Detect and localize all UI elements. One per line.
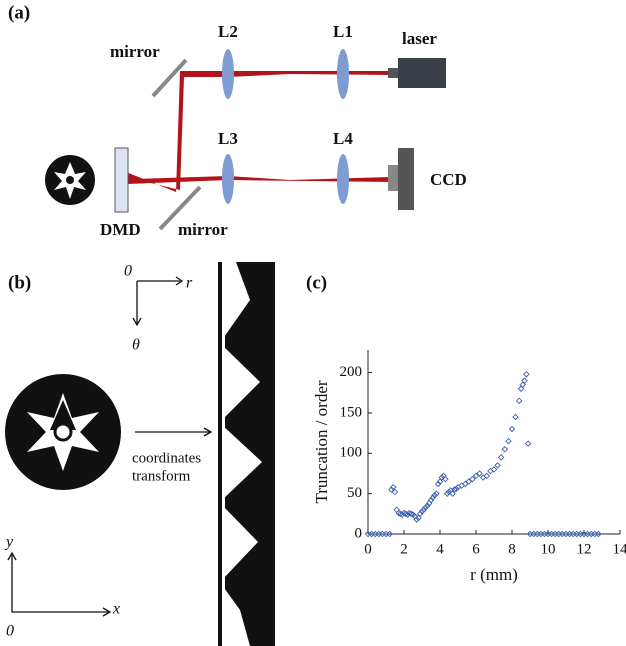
axis-label: 0 bbox=[6, 623, 14, 640]
ccd-window bbox=[388, 165, 398, 191]
y-tick-label: 100 bbox=[340, 445, 363, 461]
laser-body bbox=[398, 58, 446, 88]
scatter-chart: (c) r (mm) Truncation / order 0 2 4 6 8 10 12 1… bbox=[306, 272, 626, 584]
point bbox=[495, 463, 500, 468]
caption: transform bbox=[132, 468, 191, 484]
transform-diagram: (b) 0 r θ coordinates transform y x 0 bbox=[4, 262, 275, 646]
x-tick-label: 10 bbox=[541, 541, 556, 557]
y-tick-label: 50 bbox=[347, 485, 362, 501]
x-tick-label: 14 bbox=[613, 541, 626, 557]
panel-label: (b) bbox=[8, 272, 31, 293]
x-tick-label: 12 bbox=[577, 541, 592, 557]
x-tick-label: 4 bbox=[436, 541, 444, 557]
setup-diagram: (a) mirror L2 L1 laser L3 L4 CCD DMD mir… bbox=[8, 2, 467, 239]
label: mirror bbox=[178, 220, 228, 239]
point bbox=[526, 441, 531, 446]
point bbox=[517, 398, 522, 403]
lens bbox=[222, 154, 234, 204]
ccd-body bbox=[398, 148, 414, 210]
lens bbox=[337, 154, 349, 204]
point bbox=[506, 439, 511, 444]
y-tick-label: 150 bbox=[340, 404, 363, 420]
label: CCD bbox=[430, 170, 467, 189]
caption: coordinates bbox=[132, 450, 201, 466]
label: laser bbox=[402, 29, 437, 48]
laser-head bbox=[388, 68, 398, 78]
cartesian-axes bbox=[8, 553, 110, 616]
label: L3 bbox=[218, 129, 238, 148]
point bbox=[509, 426, 514, 431]
pattern-center bbox=[55, 424, 71, 440]
point bbox=[513, 414, 518, 419]
panel-label: (a) bbox=[8, 2, 30, 23]
pattern-center bbox=[66, 176, 74, 184]
label: L2 bbox=[218, 22, 238, 41]
y-tick-label: 200 bbox=[340, 364, 363, 380]
x-tick-label: 6 bbox=[472, 541, 480, 557]
axis-label: r bbox=[186, 275, 193, 292]
lens bbox=[337, 49, 349, 99]
point bbox=[524, 372, 529, 377]
label: L4 bbox=[333, 129, 353, 148]
dmd bbox=[115, 148, 128, 212]
x-axis-label: r (mm) bbox=[470, 565, 518, 584]
y-tick-label: 0 bbox=[355, 525, 363, 541]
arrow bbox=[135, 428, 211, 436]
x-tick-label: 0 bbox=[364, 541, 372, 557]
figure: (a) mirror L2 L1 laser L3 L4 CCD DMD mir… bbox=[0, 0, 626, 646]
panel-label: (c) bbox=[306, 272, 327, 293]
axis-label: x bbox=[112, 601, 120, 618]
label: mirror bbox=[110, 42, 160, 61]
x-tick-label: 8 bbox=[508, 541, 516, 557]
point bbox=[499, 455, 504, 460]
axis-label: θ bbox=[132, 337, 140, 354]
axis-label: y bbox=[4, 534, 14, 551]
lens bbox=[222, 49, 234, 99]
label: L1 bbox=[333, 22, 353, 41]
axis-label: 0 bbox=[124, 263, 132, 280]
y-axis-label: Truncation / order bbox=[312, 380, 331, 503]
polar-axes bbox=[133, 277, 182, 325]
point bbox=[502, 447, 507, 452]
label: DMD bbox=[100, 220, 141, 239]
x-tick-label: 2 bbox=[400, 541, 408, 557]
